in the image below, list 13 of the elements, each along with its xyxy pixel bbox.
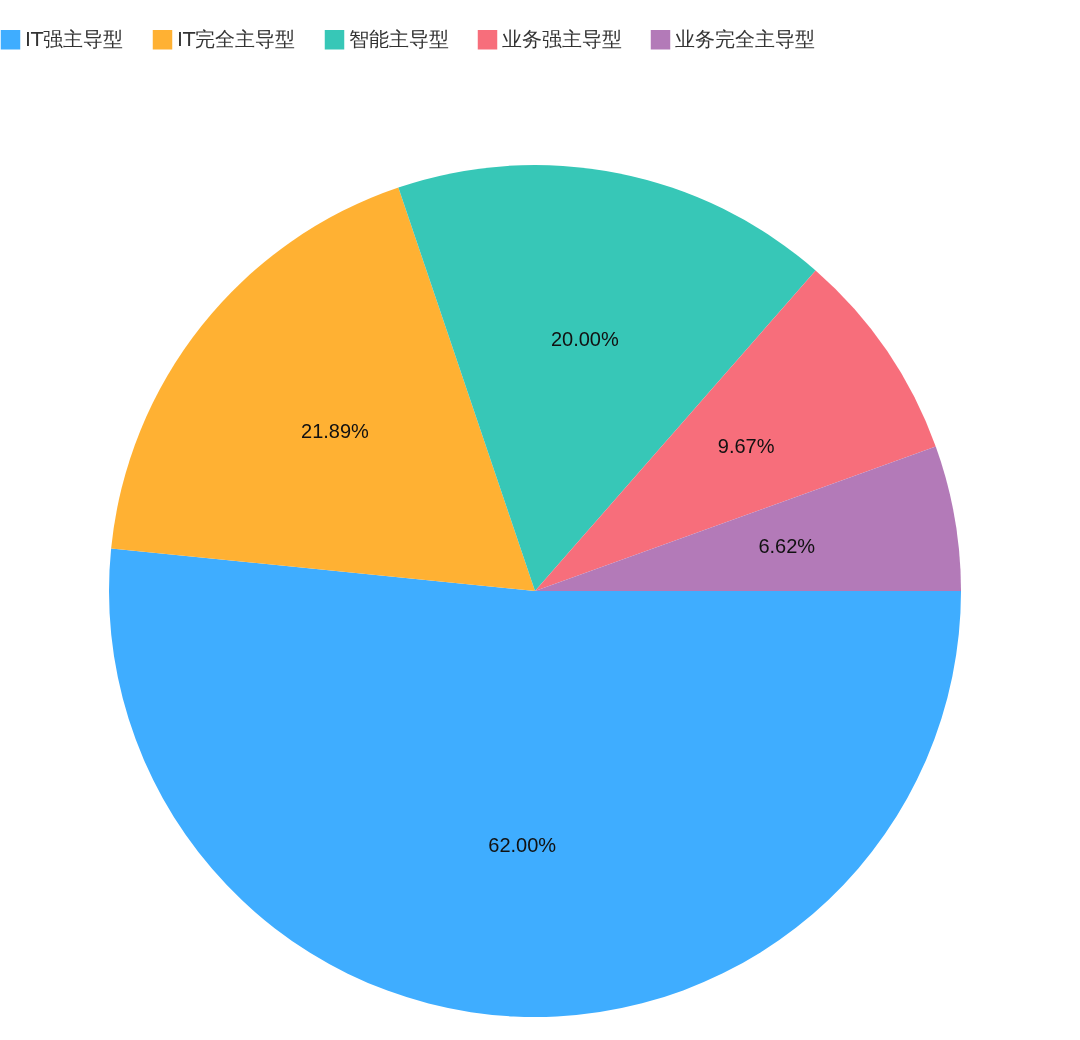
data-label: 9.67% [717, 434, 775, 457]
legend-label: 智能主导型 [349, 26, 449, 51]
data-label: 62.00% [488, 834, 557, 857]
pie-slice [535, 270, 936, 591]
data-label: 20.00% [550, 328, 619, 351]
legend-label: 业务强主导型 [502, 26, 622, 51]
legend-label: IT强主导型 [25, 26, 124, 51]
data-label: 6.62% [758, 534, 816, 557]
pie-slice [398, 165, 816, 591]
pie-slice [111, 187, 535, 591]
legend-label: 业务完全主导型 [675, 26, 815, 51]
legend-label: IT完全主导型 [177, 26, 296, 51]
data-label: 21.89% [301, 419, 370, 442]
